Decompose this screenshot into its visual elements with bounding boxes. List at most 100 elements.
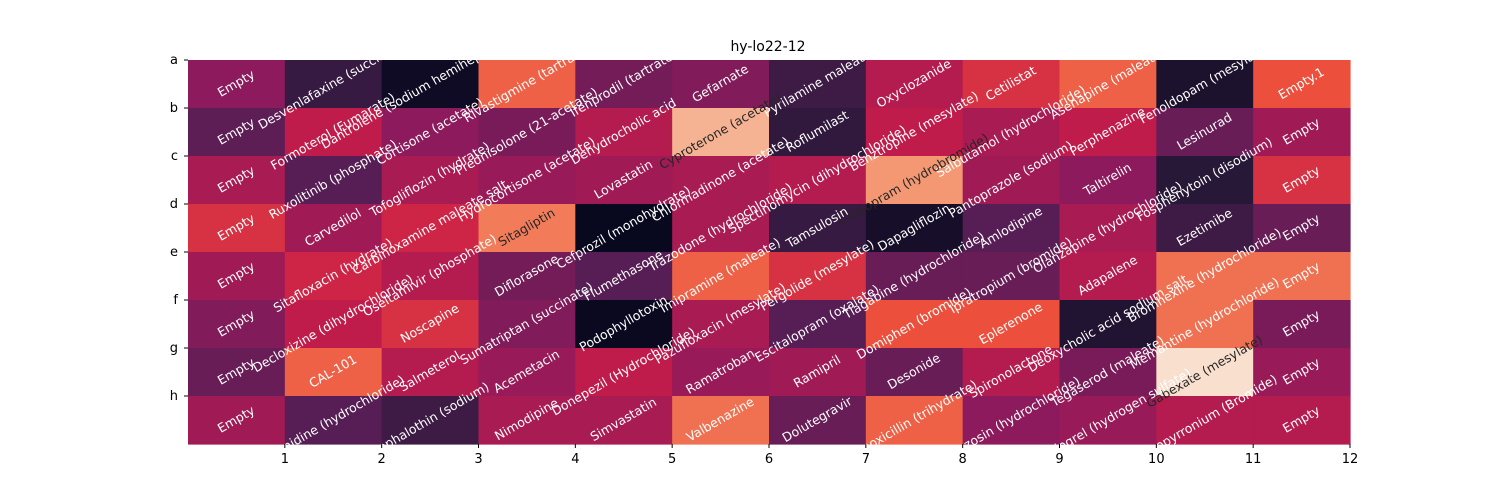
- heatmap-cell: [1156, 156, 1254, 205]
- y-tick-label: b: [170, 101, 178, 116]
- heatmap-cell: [284, 348, 383, 397]
- heatmap-cells: [188, 60, 1351, 445]
- heatmap-cell: [478, 252, 576, 301]
- x-tick-label: 7: [862, 452, 870, 467]
- y-tick-label: c: [171, 149, 178, 164]
- heatmap-cell: [381, 348, 480, 397]
- heatmap-cell: [284, 252, 383, 301]
- heatmap-cell: [1253, 60, 1351, 109]
- heatmap-cell: [769, 60, 867, 109]
- heatmap-cell: [575, 204, 673, 253]
- heatmap-cell: [672, 300, 770, 349]
- heatmap-cell: [672, 108, 770, 157]
- x-tick-label: 5: [668, 452, 676, 467]
- heatmap-cell: [1059, 252, 1157, 301]
- heatmap-cell: [769, 252, 867, 301]
- y-tick-label: f: [173, 293, 178, 308]
- heatmap-cell: [284, 156, 383, 205]
- x-tick-label: 8: [959, 452, 967, 467]
- heatmap-cell: [1059, 156, 1157, 205]
- heatmap-cell: [1156, 300, 1254, 349]
- heatmap-cell: [1156, 252, 1254, 301]
- heatmap-cell: [865, 300, 964, 349]
- x-tick-label: 3: [474, 452, 482, 467]
- heatmap-cell: [188, 252, 286, 301]
- heatmap-cell: [381, 396, 480, 445]
- heatmap-cell: [1059, 300, 1157, 349]
- heatmap-cell: [1156, 204, 1254, 253]
- heatmap-cell: [865, 108, 964, 157]
- y-tick-label: d: [170, 197, 178, 212]
- heatmap-cell: [575, 108, 673, 157]
- chart-title: hy-lo22-12: [730, 39, 805, 55]
- y-tick-label: h: [170, 389, 178, 404]
- heatmap-cell: [478, 60, 576, 109]
- heatmap-cell: [575, 156, 673, 205]
- heatmap-cell: [1156, 348, 1254, 397]
- heatmap-cell: [478, 156, 576, 205]
- heatmap-cell: [672, 348, 770, 397]
- heatmap-cell: [962, 348, 1061, 397]
- heatmap-cell: [962, 156, 1061, 205]
- heatmap-cell: [865, 252, 964, 301]
- heatmap-cell: [769, 300, 867, 349]
- heatmap-cell: [1059, 348, 1157, 397]
- heatmap-cell: [769, 396, 867, 445]
- x-tick-label: 12: [1342, 452, 1359, 467]
- heatmap-cell: [575, 348, 673, 397]
- y-tick-label: g: [170, 341, 178, 356]
- heatmap-cell: [478, 108, 576, 157]
- heatmap-cell: [188, 300, 286, 349]
- heatmap-cell: [381, 204, 480, 253]
- x-tick-label: 10: [1148, 452, 1165, 467]
- heatmap-cell: [284, 204, 383, 253]
- heatmap-cell: [478, 300, 576, 349]
- heatmap-cell: [575, 396, 673, 445]
- heatmap-cell: [284, 396, 383, 445]
- heatmap-cell: [962, 252, 1061, 301]
- heatmap-cell: [769, 204, 867, 253]
- heatmap-cell: [672, 156, 770, 205]
- x-tick-label: 6: [765, 452, 773, 467]
- heatmap-cell: [478, 396, 576, 445]
- heatmap-cell: [381, 60, 480, 109]
- heatmap-cell: [575, 60, 673, 109]
- heatmap-cell: [188, 156, 286, 205]
- heatmap-cell: [188, 60, 286, 109]
- heatmap-cell: [865, 60, 964, 109]
- x-tick-label: 9: [1055, 452, 1063, 467]
- y-tick-label: a: [170, 53, 178, 68]
- heatmap-cell: [962, 396, 1061, 445]
- heatmap-cell: [188, 348, 286, 397]
- heatmap-cell: [1253, 252, 1351, 301]
- heatmap-cell: [284, 60, 383, 109]
- heatmap-cell: [672, 60, 770, 109]
- heatmap-cell: [1253, 204, 1351, 253]
- heatmap-cell: [188, 108, 286, 157]
- heatmap-cell: [1253, 300, 1351, 349]
- heatmap-cell: [1059, 60, 1157, 109]
- heatmap-cell: [865, 348, 964, 397]
- heatmap-cell: [478, 348, 576, 397]
- heatmap-cell: [1059, 396, 1157, 445]
- heatmap-cell: [672, 252, 770, 301]
- heatmap-cell: [575, 300, 673, 349]
- x-tick-label: 11: [1245, 452, 1262, 467]
- heatmap-cell: [1059, 108, 1157, 157]
- heatmap-cell: [381, 156, 480, 205]
- heatmap-cell: [1059, 204, 1157, 253]
- heatmap-cell: [381, 108, 480, 157]
- heatmap-cell: [575, 252, 673, 301]
- heatmap-cell: [1156, 396, 1254, 445]
- heatmap-cell: [865, 156, 964, 205]
- heatmap-cell: [769, 156, 867, 205]
- heatmap-cell: [769, 348, 867, 397]
- heatmap-cell: [381, 252, 480, 301]
- heatmap-cell: [672, 204, 770, 253]
- x-tick-label: 1: [281, 452, 289, 467]
- heatmap-cell: [478, 204, 576, 253]
- heatmap-cell: [962, 60, 1061, 109]
- heatmap-cell: [962, 204, 1061, 253]
- heatmap-cell: [1253, 108, 1351, 157]
